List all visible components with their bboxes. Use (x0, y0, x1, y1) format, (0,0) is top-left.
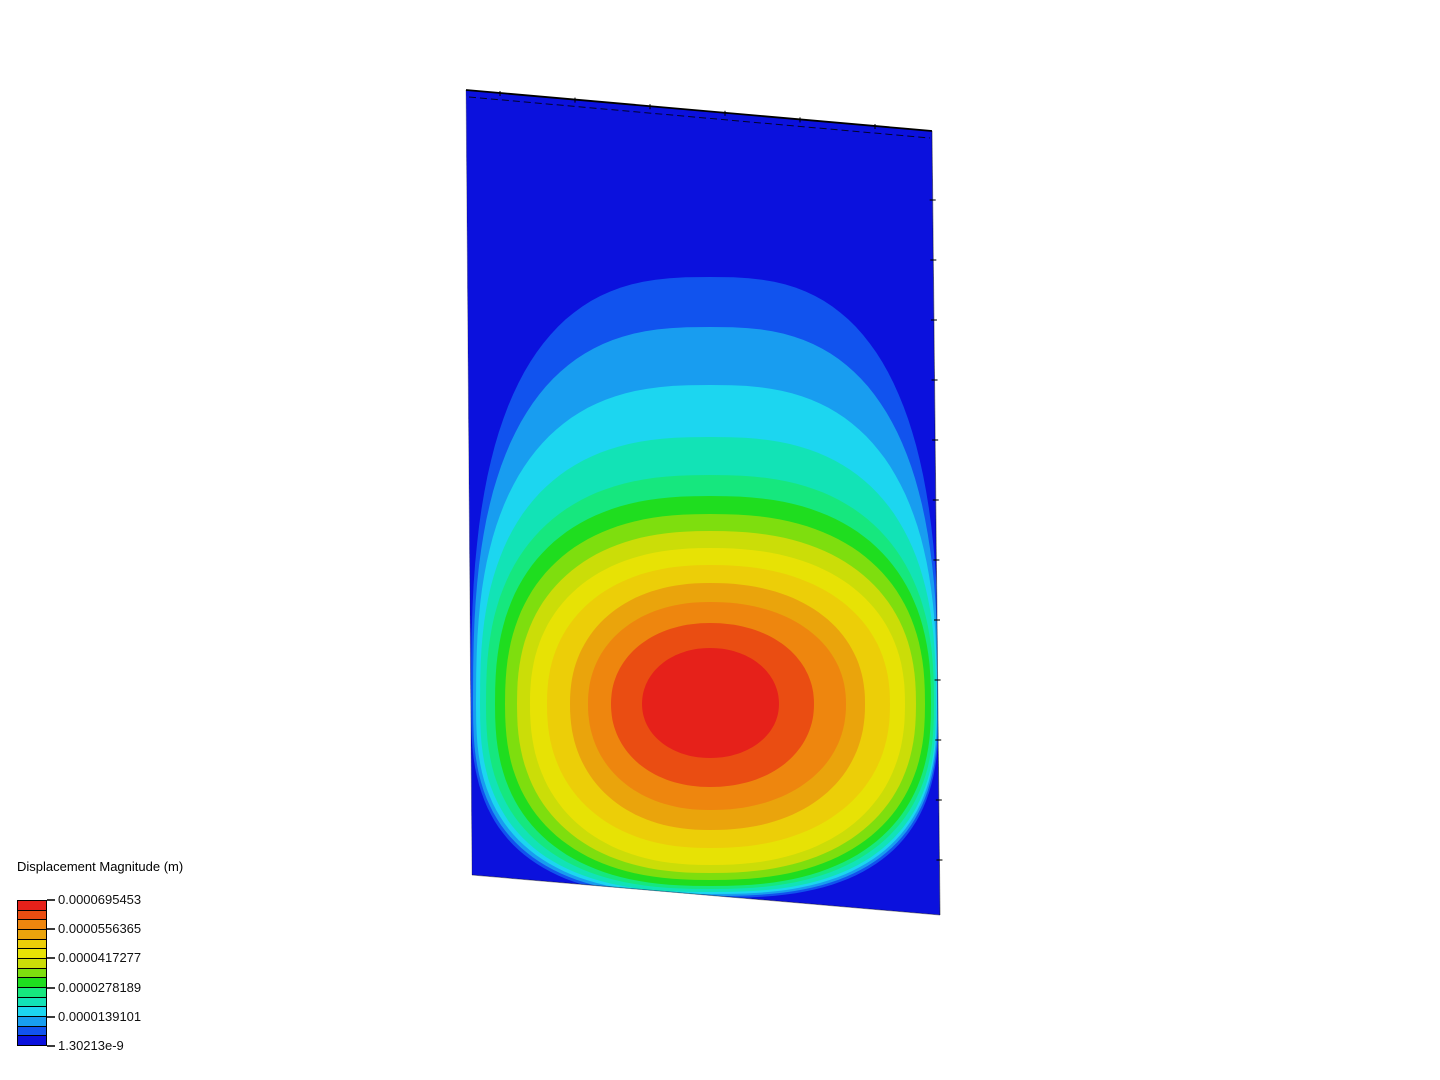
legend-title: Displacement Magnitude (m) (17, 859, 184, 874)
plate-right-edge (931, 130, 941, 916)
legend-colorbar (17, 900, 47, 1046)
plate-left-edge (465, 89, 473, 876)
legend-tick-label: 0.0000556365 (58, 921, 142, 937)
plate-top-edge (465, 89, 933, 132)
legend-color-band (18, 929, 46, 939)
legend-tick-label: 0.0000695453 (58, 892, 142, 907)
legend-color-band (18, 948, 46, 959)
legend-color-band (18, 1035, 46, 1046)
legend-tick-label: 0.0000278189 (58, 979, 142, 995)
legend-color-band (18, 919, 46, 930)
legend-color-band (18, 938, 46, 949)
legend-color-band (18, 909, 46, 920)
legend-tick-label: 1.30213e-9 (58, 1038, 124, 1053)
legend-tick-label: 0.0000417277 (58, 950, 142, 966)
legend-tick (47, 1045, 55, 1047)
plate-bottom-edge (471, 874, 941, 916)
legend-tick-label: 0.0000139101 (58, 1008, 142, 1024)
contour-band (642, 648, 779, 758)
legend-color-band (18, 1016, 46, 1026)
legend-color-band (18, 977, 46, 988)
legend-color-band (18, 967, 46, 978)
legend-tick (47, 928, 55, 931)
legend-color-band (18, 901, 46, 910)
legend-color-band (18, 958, 46, 968)
legend-color-band (18, 1006, 46, 1017)
undeformed-outline-dashed (468, 96, 931, 139)
legend-color-band (18, 987, 46, 997)
legend-tick (47, 986, 55, 989)
legend-color-band (18, 996, 46, 1007)
legend-color-band (18, 1025, 46, 1036)
legend-tick (47, 899, 55, 901)
legend-tick (47, 957, 55, 960)
legend-tick (47, 1015, 55, 1018)
contour-field (466, 90, 940, 915)
